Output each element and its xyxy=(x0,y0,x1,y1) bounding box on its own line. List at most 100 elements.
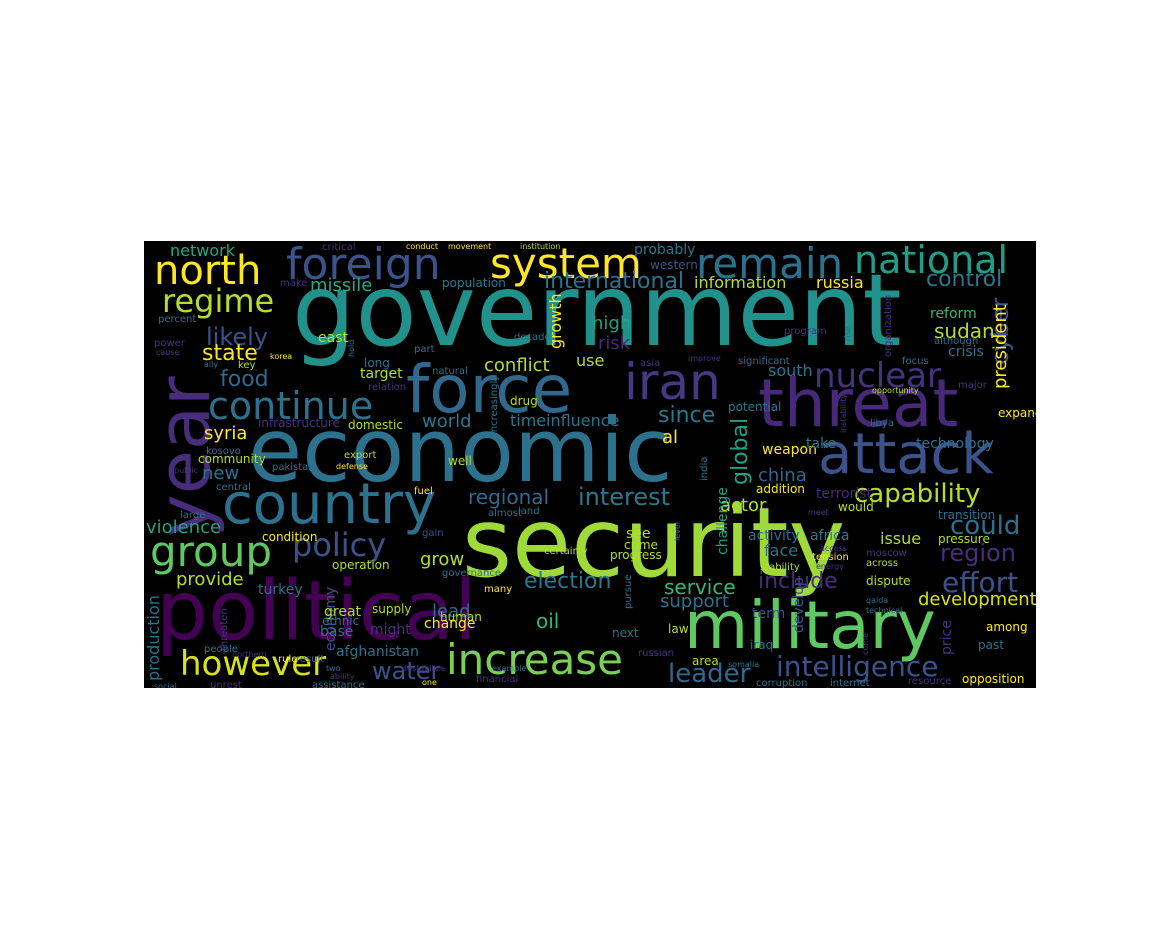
word-activity: activity xyxy=(748,528,800,544)
word-land: land xyxy=(518,506,540,517)
word-potential: potential xyxy=(728,400,782,414)
word-cause: cause xyxy=(156,348,180,357)
word-opposition: opposition xyxy=(962,672,1025,686)
word-defense: defense xyxy=(336,462,368,471)
word-attack: attack xyxy=(818,422,994,487)
word-since: since xyxy=(658,403,716,428)
word-weapon: weapon xyxy=(762,442,817,458)
word-ability: ability xyxy=(330,672,355,681)
word-risk: risk xyxy=(598,333,631,354)
word-moscow: moscow xyxy=(866,548,907,559)
word-turkey: turkey xyxy=(258,582,303,598)
word-people: people xyxy=(204,644,238,655)
word-terrorist: terrorist xyxy=(816,486,873,502)
word-western: western xyxy=(650,258,698,272)
word-economic: economic xyxy=(248,399,673,502)
word-corruption: corruption xyxy=(756,678,808,689)
word-libya: libya xyxy=(870,418,894,429)
word-however: however xyxy=(180,644,327,684)
word-come: come xyxy=(861,632,870,655)
word-support: support xyxy=(660,591,730,612)
word-almost: almost xyxy=(488,508,522,519)
word-technology: technology xyxy=(916,436,994,452)
word-fuel: fuel xyxy=(414,486,433,497)
word-al: al xyxy=(662,427,679,448)
word-financial: financial xyxy=(476,674,519,685)
word-access: access xyxy=(820,544,847,553)
word-new: new xyxy=(202,463,240,484)
word-state: state xyxy=(202,341,258,366)
word-infrastructure: infrastructure xyxy=(258,416,340,430)
word-program: program xyxy=(784,326,827,337)
word-regional: regional xyxy=(468,485,550,509)
word-movement: movement xyxy=(448,242,492,251)
word-face: face xyxy=(764,541,799,560)
word-make: make xyxy=(280,278,308,289)
word-conflict: conflict xyxy=(484,355,550,376)
word-condition: condition xyxy=(262,530,318,544)
word-leader: leader xyxy=(668,659,751,688)
word-likely: likely xyxy=(206,323,269,351)
word-cloud: government security economic political year m… xyxy=(144,241,1036,688)
word-regime: regime xyxy=(162,282,275,320)
word-rise: rise xyxy=(843,326,852,341)
word-assistance: assistance xyxy=(312,680,365,689)
word-south: south xyxy=(768,361,813,380)
word-although: although xyxy=(934,336,979,347)
word-base: base xyxy=(320,624,354,640)
word-public: public xyxy=(174,466,199,475)
word-remain: remain xyxy=(696,241,844,288)
word-governance: governance xyxy=(442,568,501,579)
word-resource: resource xyxy=(908,676,952,687)
word-national: national xyxy=(854,241,1009,282)
word-reform: reform xyxy=(930,306,977,322)
word-time: time xyxy=(510,411,547,430)
word-probably: probably xyxy=(634,242,696,258)
word-rule: rule xyxy=(278,654,298,665)
word-two: two xyxy=(326,664,341,673)
word-issue: issue xyxy=(880,529,922,548)
word-pakistan: pakistan xyxy=(272,462,315,473)
word-energy: energy xyxy=(816,562,844,571)
word-institution: institution xyxy=(520,242,561,251)
word-system: system xyxy=(490,241,642,288)
word-many: many xyxy=(484,584,513,595)
word-target: target xyxy=(360,366,403,382)
word-expand: expand xyxy=(998,406,1036,420)
word-unrest: unrest xyxy=(210,680,242,689)
word-iraq: iraq xyxy=(750,638,774,652)
word-force: force xyxy=(406,351,573,428)
word-north: north xyxy=(154,248,262,294)
word-election: election xyxy=(524,569,612,594)
word-internet: internet xyxy=(830,678,870,689)
word-human: human xyxy=(440,610,482,624)
word-one: one xyxy=(422,678,437,687)
word-opportunity: opportunity xyxy=(872,386,919,395)
word-east: east xyxy=(318,330,348,346)
word-natural: natural xyxy=(432,366,468,377)
word-percent: percent xyxy=(158,314,197,325)
word-central: central xyxy=(216,482,251,493)
word-stability: stability xyxy=(760,562,800,573)
word-example: example xyxy=(492,664,527,673)
word-africa: africa xyxy=(810,528,850,544)
word-syria: syria xyxy=(204,423,248,444)
word-organization: organization xyxy=(883,294,894,357)
word-ally: ally xyxy=(204,360,219,369)
word-certainly: certainly xyxy=(544,546,588,557)
word-foreign: foreign xyxy=(286,241,441,290)
word-asia: asia xyxy=(640,358,661,369)
word-continue: continue xyxy=(208,384,374,428)
word-missile: missile xyxy=(310,275,373,296)
word-long: long xyxy=(364,356,390,370)
word-oil: oil xyxy=(536,609,560,633)
word-area: area xyxy=(692,654,719,668)
word-addition: addition xyxy=(756,482,805,496)
word-would: would xyxy=(838,500,874,514)
word-india: india xyxy=(699,456,710,481)
word-crime: crime xyxy=(624,538,658,552)
word-power: power xyxy=(154,338,185,349)
word-region: region xyxy=(940,539,1016,567)
word-decade: decade xyxy=(514,332,551,343)
word-country: country xyxy=(222,472,437,537)
